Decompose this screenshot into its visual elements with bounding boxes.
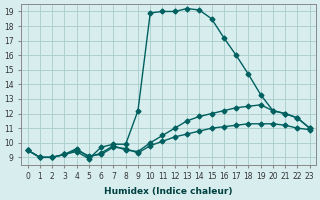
- X-axis label: Humidex (Indice chaleur): Humidex (Indice chaleur): [104, 187, 233, 196]
